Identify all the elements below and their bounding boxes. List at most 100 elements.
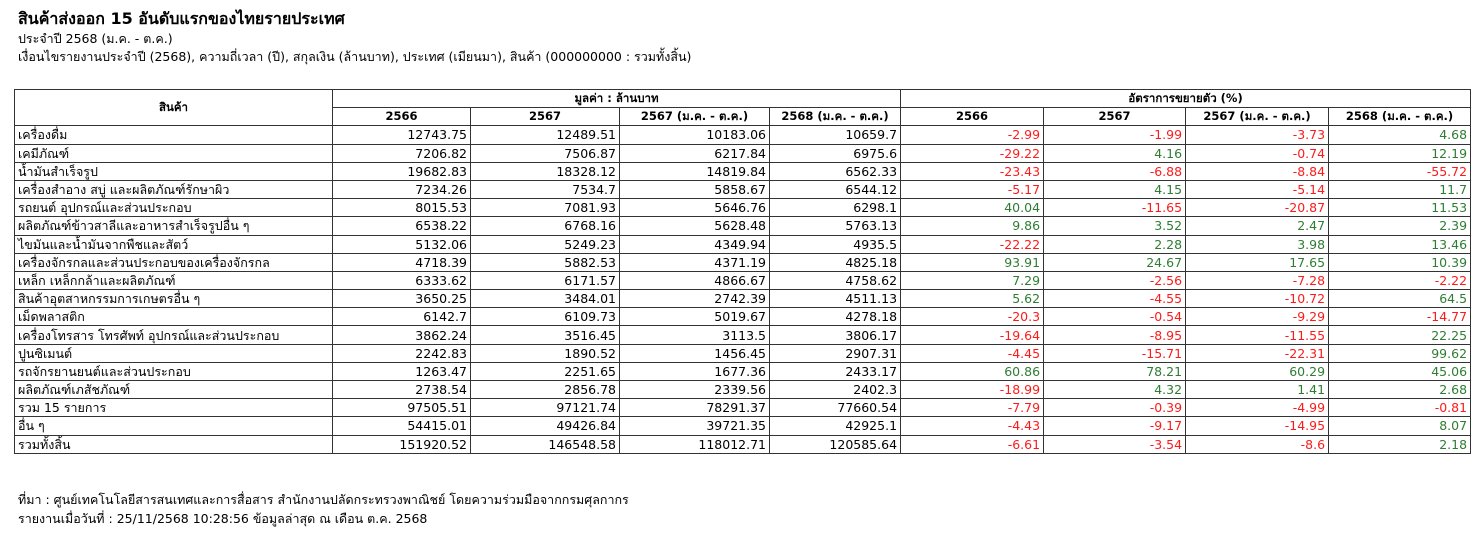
value-cell: 3806.17 [768, 325, 902, 345]
growth-cell: 4.16 [1043, 143, 1187, 163]
product-name: รถยนต์ อุปกรณ์และส่วนประกอบ [14, 198, 333, 218]
growth-cell: -6.61 [900, 434, 1045, 454]
value-cell: 5858.67 [619, 179, 770, 200]
footer: ที่มา : ศูนย์เทคโนโลยีสารสนเทศและการสื่อ… [18, 490, 629, 528]
table-row: เคมีภัณฑ์ 7206.82 7506.87 6217.84 6975.6 -29.… [14, 143, 1472, 163]
growth-cell: -0.54 [1043, 307, 1187, 327]
value-cell: 120585.64 [768, 434, 902, 454]
growth-cell: -8.84 [1185, 161, 1330, 181]
product-name: เคมีภัณฑ์ [14, 143, 333, 163]
value-cell: 2242.83 [332, 343, 471, 363]
growth-cell: 11.53 [1328, 198, 1472, 218]
value-cell: 19682.83 [332, 161, 471, 181]
growth-cell: -4.55 [1043, 289, 1187, 309]
product-name: สินค้าอุตสาหกรรมการเกษตรอื่น ๆ [14, 289, 333, 309]
growth-cell: 64.5 [1328, 289, 1472, 309]
report-conditions: เงื่อนไขรายงานประจำปี (2568), ความถี่เวล… [18, 49, 692, 64]
growth-cell: -55.72 [1328, 161, 1472, 181]
product-name: อื่น ๆ [14, 416, 333, 436]
value-cell: 5882.53 [470, 252, 620, 272]
growth-cell: 3.98 [1185, 234, 1330, 254]
table-row: เครื่องดื่ม 12743.75 12489.51 10183.06 10659… [14, 125, 1472, 145]
report-period: ประจำปี 2568 (ม.ค. - ต.ค.) [18, 31, 173, 46]
value-cell: 6768.16 [470, 216, 620, 236]
table-row: เม็ดพลาสติก 6142.7 6109.73 5019.67 4278.18 -2… [14, 307, 1472, 327]
table-row: เครื่องโทรสาร โทรศัพท์ อุปกรณ์และส่วนประ… [14, 325, 1472, 345]
growth-cell: 2.68 [1328, 379, 1472, 400]
growth-cell: -3.54 [1043, 434, 1187, 454]
value-cell: 7206.82 [332, 143, 471, 163]
table-row: รวม 15 รายการ 97505.51 97121.74 78291.37 776… [14, 398, 1472, 418]
growth-cell: 10.39 [1328, 252, 1472, 272]
growth-cell: -23.43 [900, 161, 1045, 181]
table-row: รวมทั้งสิ้น 151920.52 146548.58 118012.71 12… [14, 434, 1472, 454]
value-cell: 6562.33 [768, 161, 902, 181]
value-cell: 4371.19 [619, 252, 770, 272]
value-cell: 3650.25 [332, 289, 471, 309]
value-cell: 5628.48 [619, 216, 770, 236]
growth-cell: -4.99 [1185, 398, 1330, 418]
growth-cell: -15.71 [1043, 343, 1187, 363]
table-row: รถจักรยานยนต์และส่วนประกอบ 1263.47 2251.65… [14, 361, 1472, 382]
value-col-header: 2567 (ม.ค. - ต.ค.) [619, 107, 770, 127]
value-cell: 18328.12 [470, 161, 620, 181]
value-cell: 4758.62 [768, 270, 902, 291]
value-cell: 7534.7 [470, 179, 620, 200]
value-cell: 12489.51 [470, 125, 620, 145]
growth-cell: 22.25 [1328, 325, 1472, 345]
table-row: เครื่องจักรกลและส่วนประกอบของเครื่องจักร… [14, 252, 1472, 272]
growth-cell: -2.56 [1043, 270, 1187, 291]
value-cell: 97505.51 [332, 398, 471, 418]
value-cell: 3516.45 [470, 325, 620, 345]
value-cell: 6217.84 [619, 143, 770, 163]
growth-cell: -7.28 [1185, 270, 1330, 291]
product-name: รวมทั้งสิ้น [14, 434, 333, 454]
growth-cell: 5.62 [900, 289, 1045, 309]
growth-col-header: 2567 [1043, 107, 1187, 127]
report-date: รายงานเมื่อวันที่ : 25/11/2568 10:28:56 … [18, 511, 428, 526]
growth-cell: 45.06 [1328, 361, 1472, 382]
table-row: สินค้าอุตสาหกรรมการเกษตรอื่น ๆ 3650.25 348… [14, 289, 1472, 309]
product-name: เครื่องสำอาง สบู่ และผลิตภัณฑ์รักษาผิว [14, 179, 333, 200]
growth-cell: 99.62 [1328, 343, 1472, 363]
value-cell: 97121.74 [470, 398, 620, 418]
growth-cell: 4.32 [1043, 379, 1187, 400]
growth-cell: 11.7 [1328, 179, 1472, 200]
growth-cell: -9.29 [1185, 307, 1330, 327]
growth-cell: 1.41 [1185, 379, 1330, 400]
growth-cell: 4.68 [1328, 125, 1472, 145]
value-cell: 4511.13 [768, 289, 902, 309]
growth-cell: -8.95 [1043, 325, 1187, 345]
value-cell: 118012.71 [619, 434, 770, 454]
growth-cell: -29.22 [900, 143, 1045, 163]
growth-cell: -5.14 [1185, 179, 1330, 200]
growth-cell: 9.86 [900, 216, 1045, 236]
value-cell: 4718.39 [332, 252, 471, 272]
product-name: ปูนซิเมนต์ [14, 343, 333, 363]
table-row: น้ำมันสำเร็จรูป 19682.83 18328.12 14819.84 6… [14, 161, 1472, 181]
value-col-header: 2568 (ม.ค. - ต.ค.) [768, 107, 902, 127]
value-cell: 4825.18 [768, 252, 902, 272]
growth-col-header: 2568 (ม.ค. - ต.ค.) [1328, 107, 1472, 127]
value-cell: 6538.22 [332, 216, 471, 236]
product-name: ผลิตภัณฑ์เภสัชภัณฑ์ [14, 379, 333, 400]
value-cell: 4278.18 [768, 307, 902, 327]
product-header: สินค้า [14, 88, 333, 127]
growth-cell: 24.67 [1043, 252, 1187, 272]
source-note: ที่มา : ศูนย์เทคโนโลยีสารสนเทศและการสื่อ… [18, 492, 629, 507]
value-cell: 5019.67 [619, 307, 770, 327]
value-cell: 77660.54 [768, 398, 902, 418]
value-cell: 8015.53 [332, 198, 471, 218]
value-cell: 49426.84 [470, 416, 620, 436]
growth-cell: 60.29 [1185, 361, 1330, 382]
growth-cell: -7.79 [900, 398, 1045, 418]
product-name: เหล็ก เหล็กกล้าและผลิตภัณฑ์ [14, 270, 333, 291]
value-col-header: 2567 [470, 107, 620, 127]
value-cell: 146548.58 [470, 434, 620, 454]
growth-cell: 3.52 [1043, 216, 1187, 236]
value-cell: 10659.7 [768, 125, 902, 145]
product-name: รถจักรยานยนต์และส่วนประกอบ [14, 361, 333, 382]
growth-cell: 2.39 [1328, 216, 1472, 236]
value-cell: 2856.78 [470, 379, 620, 400]
value-cell: 5132.06 [332, 234, 471, 254]
